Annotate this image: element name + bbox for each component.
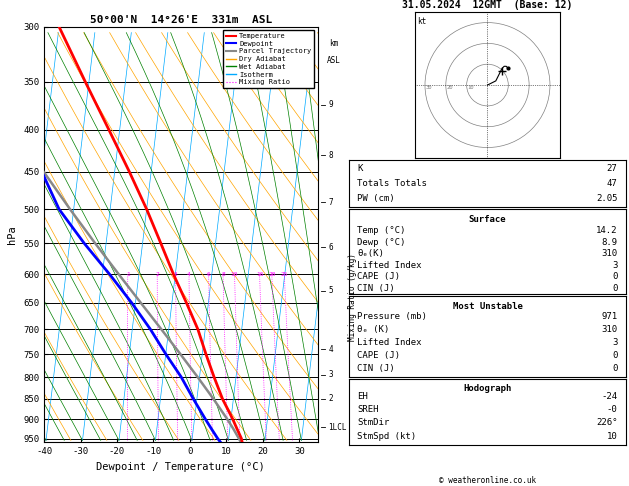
Text: θₑ (K): θₑ (K) [357, 325, 389, 334]
Text: Most Unstable: Most Unstable [452, 302, 523, 311]
Text: 971: 971 [601, 312, 618, 321]
Text: Temp (°C): Temp (°C) [357, 226, 406, 235]
Text: 3: 3 [612, 261, 618, 270]
Text: Totals Totals: Totals Totals [357, 179, 427, 188]
Text: 3: 3 [174, 272, 177, 277]
Text: 31.05.2024  12GMT  (Base: 12): 31.05.2024 12GMT (Base: 12) [403, 0, 572, 10]
Text: 5: 5 [328, 286, 333, 295]
Text: CAPE (J): CAPE (J) [357, 351, 401, 360]
Text: 10: 10 [607, 432, 618, 441]
Text: PW (cm): PW (cm) [357, 194, 395, 203]
Text: 27: 27 [607, 164, 618, 173]
Text: 7: 7 [328, 197, 333, 207]
Text: 0: 0 [612, 273, 618, 281]
Text: 1: 1 [126, 272, 130, 277]
Text: CIN (J): CIN (J) [357, 364, 395, 373]
Text: 16: 16 [256, 272, 264, 277]
Text: 226°: 226° [596, 418, 618, 428]
Text: 14.2: 14.2 [596, 226, 618, 235]
Text: ASL: ASL [326, 56, 340, 65]
Text: km: km [329, 39, 338, 48]
Text: 0: 0 [612, 364, 618, 373]
Text: 2: 2 [328, 394, 333, 403]
Y-axis label: hPa: hPa [8, 225, 18, 244]
Text: Surface: Surface [469, 215, 506, 224]
Text: Mixing Ratio (g/kg): Mixing Ratio (g/kg) [348, 253, 357, 341]
Text: 4: 4 [328, 345, 333, 354]
Text: 47: 47 [607, 179, 618, 188]
Text: StmDir: StmDir [357, 418, 389, 428]
Text: 9: 9 [328, 100, 333, 109]
Text: 6: 6 [207, 272, 211, 277]
Text: CAPE (J): CAPE (J) [357, 273, 401, 281]
Text: 30: 30 [426, 85, 433, 90]
Text: Lifted Index: Lifted Index [357, 338, 422, 347]
Text: 3: 3 [612, 338, 618, 347]
Text: -24: -24 [601, 392, 618, 400]
Text: 310: 310 [601, 249, 618, 258]
Text: 10: 10 [231, 272, 238, 277]
Text: Pressure (mb): Pressure (mb) [357, 312, 427, 321]
Text: Hodograph: Hodograph [464, 383, 511, 393]
Text: 6: 6 [328, 243, 333, 252]
Text: EH: EH [357, 392, 368, 400]
Text: 4: 4 [187, 272, 191, 277]
Legend: Temperature, Dewpoint, Parcel Trajectory, Dry Adiabat, Wet Adiabat, Isotherm, Mi: Temperature, Dewpoint, Parcel Trajectory… [223, 30, 314, 88]
Text: 0: 0 [612, 284, 618, 293]
Text: kt: kt [418, 17, 426, 26]
Text: 1LCL: 1LCL [328, 422, 347, 432]
X-axis label: Dewpoint / Temperature (°C): Dewpoint / Temperature (°C) [96, 462, 265, 472]
Text: 310: 310 [601, 325, 618, 334]
Text: 20: 20 [268, 272, 276, 277]
Text: 2: 2 [155, 272, 159, 277]
Text: 8: 8 [221, 272, 225, 277]
Text: © weatheronline.co.uk: © weatheronline.co.uk [439, 476, 536, 486]
Text: θₑ(K): θₑ(K) [357, 249, 384, 258]
Text: 8: 8 [328, 151, 333, 160]
Text: Dewp (°C): Dewp (°C) [357, 238, 406, 246]
Text: 2.05: 2.05 [596, 194, 618, 203]
Text: 3: 3 [328, 370, 333, 380]
Text: StmSpd (kt): StmSpd (kt) [357, 432, 416, 441]
Text: -0: -0 [607, 405, 618, 414]
Text: Lifted Index: Lifted Index [357, 261, 422, 270]
Text: 10: 10 [468, 85, 474, 90]
Title: 50°00'N  14°26'E  331m  ASL: 50°00'N 14°26'E 331m ASL [90, 15, 272, 25]
Text: SREH: SREH [357, 405, 379, 414]
Text: CIN (J): CIN (J) [357, 284, 395, 293]
Text: 25: 25 [281, 272, 288, 277]
Text: 0: 0 [612, 351, 618, 360]
Text: 20: 20 [447, 85, 454, 90]
Text: 8.9: 8.9 [601, 238, 618, 246]
Text: K: K [357, 164, 363, 173]
